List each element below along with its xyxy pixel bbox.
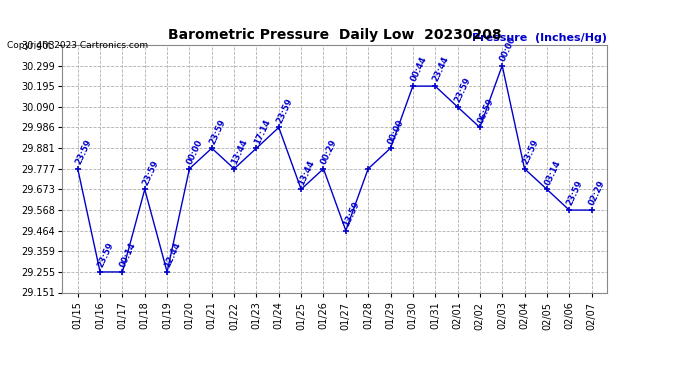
Text: 13:44: 13:44 [297,159,317,186]
Text: 06:59: 06:59 [476,97,495,124]
Title: Barometric Pressure  Daily Low  20230208: Barometric Pressure Daily Low 20230208 [168,28,502,42]
Text: 13:44: 13:44 [230,138,250,166]
Text: 23:59: 23:59 [453,76,473,104]
Text: 00:44: 00:44 [409,56,428,83]
Text: 03:14: 03:14 [543,159,562,186]
Text: 00:00: 00:00 [186,138,205,166]
Text: 23:59: 23:59 [208,117,227,146]
Text: 00:14: 00:14 [119,241,138,269]
Text: 17:14: 17:14 [253,117,272,146]
Text: 23:59: 23:59 [520,138,540,166]
Text: 13:59: 13:59 [342,200,362,228]
Text: 23:59: 23:59 [565,179,584,207]
Text: 23:59: 23:59 [275,97,294,124]
Text: 23:59: 23:59 [74,138,93,166]
Text: 02:29: 02:29 [588,179,607,207]
Text: 23:44: 23:44 [431,55,451,83]
Text: 00:00: 00:00 [498,35,518,63]
Text: 12:44: 12:44 [163,241,183,269]
Text: Pressure  (Inches/Hg): Pressure (Inches/Hg) [472,33,607,42]
Text: 23:59: 23:59 [141,159,160,186]
Text: 00:29: 00:29 [319,138,339,166]
Text: 00:00: 00:00 [386,118,406,146]
Text: Copyright 2023 Cartronics.com: Copyright 2023 Cartronics.com [7,41,148,50]
Text: 23:59: 23:59 [96,241,115,269]
